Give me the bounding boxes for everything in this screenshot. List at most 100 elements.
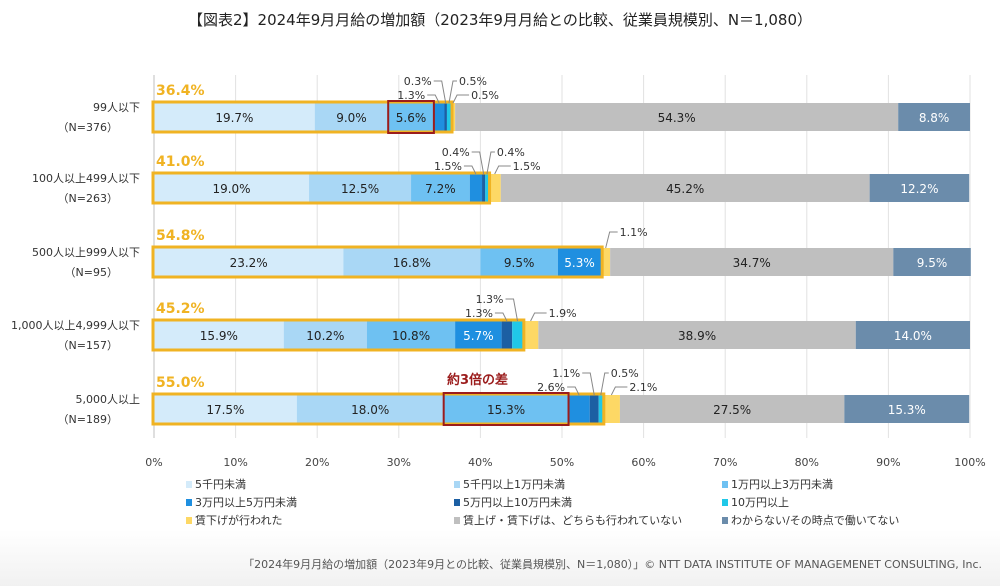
callout-label: 1.3% (397, 89, 425, 102)
segment-label: 14.0% (894, 329, 932, 343)
chart: 99人以下 （N=376） 100人以上499人以下 （N=263） 500人以上999… (11, 75, 986, 469)
segment-label: 10.2% (306, 329, 344, 343)
x-tick-label: 80% (795, 456, 819, 469)
bar-segment (366, 321, 456, 349)
legend-swatch (454, 480, 460, 488)
segment-label: 9.0% (336, 111, 367, 125)
bar-segment (411, 174, 470, 202)
callout-line (486, 151, 495, 175)
x-tick-label: 100% (954, 456, 985, 469)
bar-segment (500, 174, 870, 202)
callout-label: 0.4% (497, 146, 525, 159)
segment-label: 45.2% (666, 182, 704, 196)
bar-segment (893, 248, 971, 276)
category-n: （N=95） (65, 266, 118, 279)
category-label: 1,000人以上4,999人以下 (11, 319, 140, 332)
category-n: （N=157） (58, 339, 118, 352)
bar-segment (446, 103, 452, 131)
segment-label: 5.3% (564, 256, 595, 270)
bar-segment (433, 103, 445, 131)
callout-label: 0.4% (442, 146, 470, 159)
bar-segment (869, 174, 970, 202)
callout-label: 1.1% (620, 226, 648, 239)
increase-outline (151, 171, 492, 205)
callout-label: 1.1% (552, 367, 580, 380)
bar-segment (154, 174, 310, 202)
legend-item: 3万円以上5万円未満 (186, 494, 297, 510)
legend-label: 5万円以上10万円未満 (463, 496, 572, 509)
segment-label: 8.8% (919, 111, 950, 125)
category-n: （N=189） (58, 413, 118, 426)
bar-segment (501, 321, 513, 349)
legend-item: 1万円以上3万円未満 (722, 476, 833, 492)
segment-label: 10.8% (392, 329, 430, 343)
bar-segment (480, 248, 558, 276)
segment-label: 5.6% (396, 111, 427, 125)
category-n: （N=376） (58, 121, 118, 134)
annotation-label: 約3倍の差 (447, 372, 508, 388)
bar-segment (488, 174, 501, 202)
bar-segment (557, 248, 602, 276)
chart-title: 【図表2】2024年9月月給の増加額（2023年9月月給との比較、従業員規模別、… (188, 11, 812, 29)
callout-line (605, 231, 618, 249)
callout-label: 2.1% (629, 381, 657, 394)
segment-label: 15.9% (200, 329, 238, 343)
increase-outline (151, 318, 526, 352)
segment-label: 19.0% (212, 182, 250, 196)
legend-item: 10万円以上 (722, 494, 789, 510)
copyright-footer: 「2024年9月月給の増加額（2023年9月との比較、従業員規模別、N＝1,08… (243, 558, 982, 571)
category-label: 99人以下 (93, 101, 140, 114)
segment-label: 54.3% (658, 111, 696, 125)
segment-label: 16.8% (393, 256, 431, 270)
segment-label: 23.2% (230, 256, 268, 270)
bar-segment (314, 103, 389, 131)
x-tick-label: 0% (145, 456, 162, 469)
segment-label: 15.3% (888, 403, 926, 417)
callout-label: 1.3% (465, 307, 493, 320)
callout-line (463, 165, 477, 175)
callout-label: 0.5% (459, 75, 487, 88)
x-tick-label: 90% (876, 456, 900, 469)
x-tick-label: 70% (713, 456, 737, 469)
legend-label: 5千円未満 (195, 478, 246, 491)
callout-line (530, 312, 547, 322)
increase-total-label: 54.8% (156, 228, 205, 244)
segment-label: 18.0% (351, 403, 389, 417)
bar-segment (844, 395, 970, 423)
legend-label: 5千円以上1万円未満 (463, 478, 565, 491)
segment-label: 19.7% (215, 111, 253, 125)
increase-total-label: 55.0% (156, 375, 205, 391)
legend-label: 賃下げが行われた (195, 514, 283, 527)
increase-total-label: 45.2% (156, 301, 205, 317)
callout-line (494, 312, 508, 322)
increase-outline (151, 100, 454, 134)
bar-segment (283, 321, 367, 349)
callout-label: 1.9% (549, 307, 577, 320)
legend-item: わからない/その時点で働いてない (722, 512, 899, 528)
segment-label: 9.5% (504, 256, 535, 270)
bar-segment (568, 395, 590, 423)
x-tick-label: 40% (468, 456, 492, 469)
bar-segment (455, 103, 899, 131)
bar-segment (443, 395, 569, 423)
bar-segment (589, 395, 599, 423)
bar-segment (485, 174, 489, 202)
category-label: 100人以上499人以下 (32, 172, 140, 185)
callout-line (505, 298, 519, 322)
legend-label: わからない/その時点で働いてない (731, 514, 900, 527)
legend-item: 賃上げ・賃下げは、どちらも行われていない (454, 512, 682, 528)
x-tick-label: 10% (223, 456, 247, 469)
legend-swatch (722, 498, 728, 506)
bar-segment (388, 103, 434, 131)
x-tick-label: 30% (387, 456, 411, 469)
callout-line (448, 80, 457, 104)
legend-swatch (186, 516, 192, 524)
category-label: 500人以上999人以下 (32, 246, 140, 259)
legend-swatch (454, 516, 460, 524)
increase-total-label: 41.0% (156, 154, 205, 170)
bar-segment (598, 395, 603, 423)
callout-label: 0.5% (611, 367, 639, 380)
segment-label: 17.5% (206, 403, 244, 417)
bar-segment (296, 395, 444, 423)
highlight-box (387, 100, 435, 134)
